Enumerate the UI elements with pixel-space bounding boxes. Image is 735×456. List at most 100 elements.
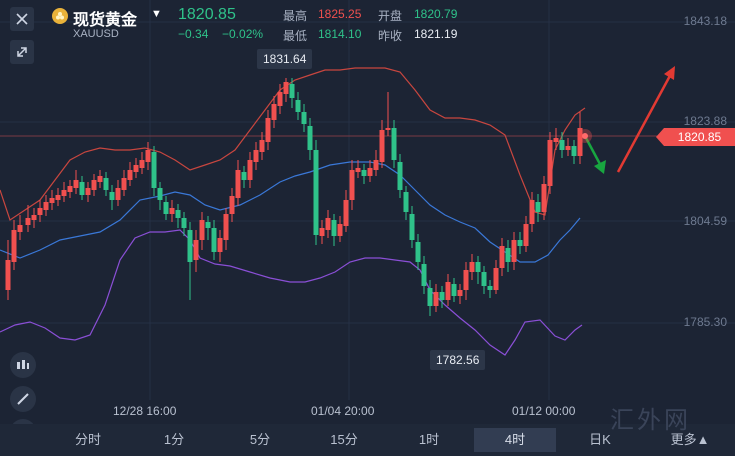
tab-timeframe-active[interactable]: 4时 [474, 428, 556, 452]
tab-timeframe[interactable]: 分时 [74, 432, 101, 447]
chevron-down-icon[interactable]: ▼ [151, 8, 162, 20]
upper-band [0, 67, 586, 221]
candle-body [43, 202, 49, 210]
candle-body [457, 290, 463, 296]
stat-label-low: 最低 [283, 29, 308, 43]
candle-body [73, 180, 79, 188]
candle-body [229, 196, 235, 214]
x-tick-label: 01/12 00:00 [512, 404, 576, 418]
candle-body [103, 178, 109, 190]
candle-body [553, 138, 559, 142]
candle-body [439, 292, 445, 300]
instrument-symbol: XAUUSD [73, 28, 119, 40]
candle-body [151, 152, 157, 188]
candle-body [307, 126, 313, 150]
x-tick-label: 01/04 20:00 [311, 404, 375, 418]
price-change-percent: −0.02% [222, 27, 264, 41]
last-price-tag: 1820.85 [656, 128, 735, 146]
candle-style-button[interactable] [10, 352, 36, 378]
y-tick-label: 1804.59 [683, 214, 727, 228]
candle-body [25, 218, 31, 225]
candle-body [361, 170, 367, 176]
instrument-name[interactable]: 现货黄金 [73, 12, 138, 29]
candle-body [469, 262, 475, 272]
tab-timeframe[interactable]: 日K [589, 432, 611, 447]
candle-body [109, 192, 115, 200]
candle-body [247, 160, 253, 180]
candle-body [415, 242, 421, 262]
candle-body [31, 215, 37, 220]
candle-body [331, 220, 337, 236]
candle-body [241, 172, 247, 180]
lower-band [0, 229, 583, 356]
candle-body [493, 268, 499, 290]
candlestick-chart[interactable] [0, 0, 735, 424]
draw-tool-button[interactable] [10, 386, 36, 412]
high-annotation: 1831.64 [257, 49, 313, 69]
candle-body [451, 284, 457, 296]
candle-body [259, 140, 265, 152]
candle-body [529, 200, 535, 224]
candle-body [319, 228, 325, 236]
candle-body [349, 170, 355, 200]
candle-body [199, 220, 205, 240]
candle-body [535, 202, 541, 212]
tab-timeframe[interactable]: 1时 [418, 432, 440, 447]
candle-body [391, 128, 397, 160]
candle-body [289, 84, 295, 98]
low-annotation: 1782.56 [430, 350, 486, 370]
candle-body [283, 82, 289, 94]
candle-body [559, 140, 565, 150]
candle-body [115, 188, 121, 200]
candle-body [169, 208, 175, 214]
candle-body [367, 168, 373, 176]
candle-body [133, 165, 139, 172]
stat-value-high: 1825.25 [318, 7, 362, 21]
candle-body [571, 146, 577, 156]
candle-body [49, 198, 55, 203]
candle-body [433, 292, 439, 306]
tab-timeframe[interactable]: 5分 [249, 432, 271, 447]
more-timeframes-button[interactable]: 更多▲ [670, 432, 710, 447]
candle-body [385, 128, 391, 130]
stat-value-prev-close: 1821.19 [414, 27, 458, 41]
trend-arrow-down [584, 137, 606, 174]
candle-body [271, 104, 277, 120]
x-tick-label: 12/28 16:00 [113, 404, 177, 418]
fullscreen-button[interactable] [10, 40, 34, 64]
candle-body [295, 100, 301, 112]
stat-value-low: 1814.10 [318, 27, 362, 41]
candle-body [55, 195, 61, 200]
candle-body [5, 260, 11, 290]
candle-body [211, 228, 217, 252]
candle-body [67, 186, 73, 192]
quote-header: 现货黄金 ▼ XAUUSD 1820.85 −0.34 −0.02% 最高 18… [0, 0, 735, 44]
tab-timeframe[interactable]: 1分 [163, 432, 185, 447]
price-change: −0.34 [178, 27, 209, 41]
candle-body [403, 192, 409, 212]
candle-body [85, 188, 91, 195]
y-tick-label: 1785.30 [683, 315, 727, 329]
candle-body [313, 150, 319, 235]
candle-body [499, 246, 505, 268]
candle-body [445, 282, 451, 300]
candle-body [475, 262, 481, 272]
expand-icon [17, 47, 27, 57]
candle-body [337, 224, 343, 236]
candle-body [253, 150, 259, 162]
candle-body [121, 178, 127, 190]
candle-body [139, 160, 145, 168]
candle-body [511, 240, 517, 262]
candle-body [205, 222, 211, 228]
y-tick-label: 1823.88 [683, 114, 727, 128]
grid [0, 0, 735, 400]
stat-value-open: 1820.79 [414, 7, 458, 21]
candle-body [463, 270, 469, 290]
y-tick-label: 1843.18 [683, 14, 727, 28]
close-button[interactable] [10, 7, 34, 31]
candle-body [427, 288, 433, 306]
stat-label-high: 最高 [283, 9, 308, 23]
candle-body [235, 170, 241, 198]
tab-timeframe[interactable]: 15分 [330, 432, 358, 447]
candle-body [517, 240, 523, 246]
